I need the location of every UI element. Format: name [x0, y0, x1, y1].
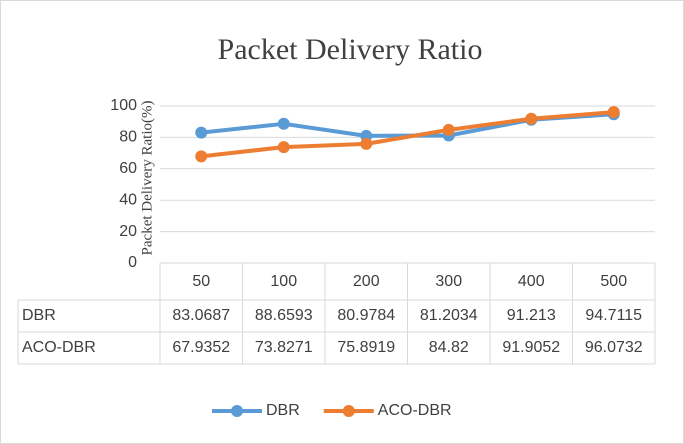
table-cell: 80.9784 — [337, 307, 395, 324]
marker — [442, 123, 455, 136]
x-tick-label: 200 — [353, 273, 380, 290]
chart-title: Packet Delivery Ratio — [218, 33, 483, 66]
legend-marker — [231, 405, 243, 417]
table-cell: 67.9352 — [172, 339, 230, 356]
table-cell: 75.8919 — [337, 339, 395, 356]
table-cell: 91.9052 — [502, 339, 560, 356]
marker — [277, 117, 290, 130]
y-axis-label: Packet Delivery Ratio(%) — [139, 101, 155, 256]
table-row-label: ACO-DBR — [22, 339, 96, 356]
marker — [195, 150, 208, 163]
table-cell: 88.6593 — [255, 307, 313, 324]
x-tick-label: 500 — [600, 273, 627, 290]
y-tick-label: 0 — [128, 254, 137, 271]
legend-label: DBR — [266, 402, 300, 419]
table-cell: 94.7115 — [585, 307, 642, 324]
y-tick-label: 40 — [119, 191, 137, 208]
marker — [195, 126, 208, 139]
table-cell: 73.8271 — [255, 339, 313, 356]
table-cell: 91.213 — [507, 307, 556, 324]
legend-marker — [342, 405, 355, 417]
marker — [360, 137, 373, 150]
table-cell: 84.82 — [429, 339, 469, 356]
x-tick-label: 50 — [192, 273, 210, 290]
marker — [607, 106, 620, 119]
x-tick-label: 100 — [270, 273, 297, 290]
y-tick-label: 100 — [110, 97, 137, 114]
y-tick-label: 20 — [119, 223, 137, 240]
legend-label: ACO-DBR — [378, 402, 452, 419]
series-line — [201, 110, 614, 159]
table-cell: 81.2034 — [420, 307, 478, 324]
table-cell: 96.0732 — [585, 339, 643, 356]
marker — [277, 141, 290, 154]
y-tick-label: 60 — [119, 160, 137, 177]
table-cell: 83.0687 — [172, 307, 230, 324]
x-tick-label: 300 — [435, 273, 462, 290]
table-row-label: DBR — [22, 307, 56, 324]
marker — [525, 112, 538, 125]
x-tick-label: 400 — [518, 273, 545, 290]
y-tick-label: 80 — [119, 129, 137, 146]
